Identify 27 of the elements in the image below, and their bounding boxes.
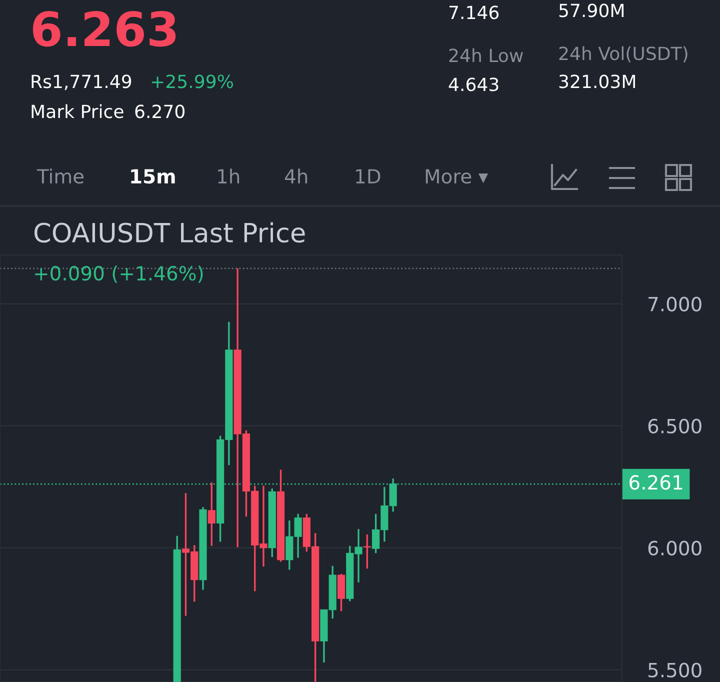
chart-title: COAIUSDT Last Price — [34, 222, 305, 243]
text: 15m — [131, 169, 175, 184]
text: 24h Vol(USDT) — [559, 46, 688, 62]
text: Mark Price — [32, 104, 124, 118]
text: 6.270 — [135, 104, 184, 118]
text: 6.263 — [32, 10, 176, 47]
text: 4.643 — [448, 78, 498, 92]
text: 4h — [284, 168, 308, 184]
candlestick — [208, 482, 216, 547]
text: More ▾ — [426, 169, 488, 184]
y-tick-label: 5.500 — [648, 662, 702, 678]
text: Rs1,771.49 — [32, 74, 132, 90]
text: 24h Low — [449, 48, 523, 62]
y-tick-label: 6.000 — [648, 540, 702, 556]
candlestick — [337, 573, 346, 612]
text: 321.03M — [559, 74, 635, 88]
y-tick-label: 6.500 — [648, 418, 702, 434]
chart-subtitle: +0.090 (+1.46%) — [35, 266, 203, 283]
text: 7.146 — [449, 6, 499, 20]
text: +25.99% — [152, 74, 233, 88]
text: Time — [36, 168, 84, 184]
y-tick-label: 7.000 — [648, 296, 702, 312]
text: 57.90M — [559, 4, 624, 18]
candlestick — [363, 534, 371, 570]
text: 1h — [218, 168, 240, 184]
text: 1D — [356, 169, 380, 184]
ref-line-label: 6.261 — [630, 475, 682, 490]
